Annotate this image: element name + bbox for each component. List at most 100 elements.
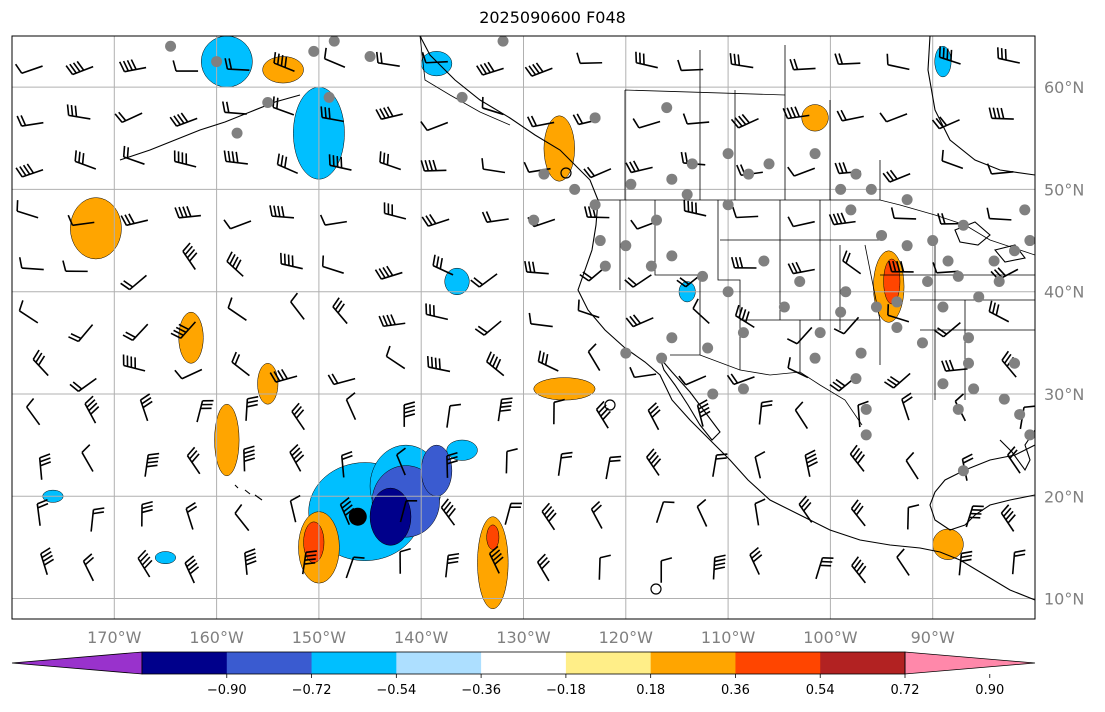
wind-barb-feather [439, 358, 440, 369]
wind-barb-feather [578, 300, 579, 311]
station-marker [656, 353, 667, 364]
station-marker [620, 240, 631, 251]
station-marker [738, 383, 749, 394]
station-marker [963, 358, 974, 369]
station-marker [308, 46, 319, 57]
station-marker [498, 36, 509, 47]
station-marker [707, 388, 718, 399]
longitude-label: 120°W [599, 628, 654, 647]
station-marker [738, 327, 749, 338]
station-marker [871, 302, 882, 313]
station-marker [856, 348, 867, 359]
station-marker [569, 184, 580, 195]
wind-barb-feather [428, 356, 429, 367]
wind-barb-staff [908, 507, 909, 529]
station-marker [917, 337, 928, 348]
wind-barb-feather [943, 47, 944, 58]
storm-center-layer [349, 508, 367, 526]
latitude-label: 60°N [1044, 78, 1084, 97]
wind-barb-staff [736, 216, 758, 217]
colorbar-segment [566, 652, 651, 674]
station-marker [922, 276, 933, 287]
colorbar-segment [651, 652, 736, 674]
station-marker [994, 276, 1005, 287]
station-marker [953, 404, 964, 415]
station-marker [968, 383, 979, 394]
station-marker [1009, 358, 1020, 369]
station-marker [165, 41, 176, 52]
latitude-axis-labels: 60°N50°N40°N30°N20°N10°N [1044, 78, 1084, 608]
colorbar-segment [312, 652, 397, 674]
longitude-label: 110°W [701, 628, 756, 647]
station-marker [1019, 204, 1030, 215]
wind-barb-feather [738, 54, 739, 65]
station-marker [779, 302, 790, 313]
wind-barb-feather [384, 153, 385, 164]
wind-barb-feather [380, 151, 381, 162]
colorbar-segment [820, 652, 905, 674]
longitude-label: 170°W [87, 628, 142, 647]
station-marker [528, 215, 539, 226]
station-marker [958, 465, 969, 476]
wind-barb-feather [124, 146, 125, 157]
anomaly-contour [802, 105, 829, 132]
wind-barb-feather [387, 154, 388, 165]
station-marker [943, 256, 954, 267]
station-marker [329, 36, 340, 47]
anomaly-contour [935, 46, 951, 77]
station-marker [324, 92, 335, 103]
station-marker [835, 307, 846, 318]
station-marker [989, 256, 1000, 267]
station-marker [835, 184, 846, 195]
anomaly-contour [70, 198, 121, 259]
wind-barb-staff [681, 70, 703, 71]
station-marker [815, 327, 826, 338]
wind-barb-staff [506, 451, 507, 473]
anomaly-contour [201, 36, 252, 87]
wind-barb-feather [1006, 49, 1007, 60]
station-marker [365, 51, 376, 62]
station-marker [232, 128, 243, 139]
station-marker [927, 235, 938, 246]
station-marker [794, 276, 805, 287]
wind-barb-feather [127, 147, 128, 158]
station-marker [1009, 245, 1020, 256]
station-marker [953, 271, 964, 282]
wind-barb-feather [947, 49, 948, 60]
wind-barb-feather [323, 256, 324, 267]
colorbar-segment [481, 652, 566, 674]
wind-barb-feather [1024, 406, 1035, 407]
station-marker [937, 302, 948, 313]
wind-barb-feather [942, 150, 943, 161]
colorbar-label: −0.54 [376, 683, 416, 698]
latitude-label: 50°N [1044, 180, 1084, 199]
latitude-label: 30°N [1044, 385, 1084, 404]
wind-barb-feather [663, 502, 674, 503]
station-marker [850, 373, 861, 384]
station-marker [973, 291, 984, 302]
longitude-label: 100°W [803, 628, 858, 647]
station-marker [876, 230, 887, 241]
colorbar-segment [142, 652, 227, 674]
colorbar-over-triangle [905, 652, 1035, 674]
station-marker [963, 332, 974, 343]
colorbar-label: 0.72 [891, 683, 920, 698]
wind-barb-feather [1002, 48, 1003, 59]
station-marker [723, 199, 734, 210]
station-marker [723, 148, 734, 159]
anomaly-contour [447, 440, 478, 460]
longitude-label: 140°W [394, 628, 449, 647]
wind-barb-feather [730, 53, 731, 64]
longitude-label: 160°W [189, 628, 244, 647]
wind-barb-feather [432, 357, 433, 368]
station-marker [682, 189, 693, 200]
station-marker [262, 97, 273, 108]
station-marker [1024, 235, 1035, 246]
station-marker [1024, 429, 1035, 440]
station-marker [651, 215, 662, 226]
station-marker [620, 348, 631, 359]
wind-barb-staff [599, 558, 600, 580]
station-marker [810, 353, 821, 364]
station-marker [845, 204, 856, 215]
